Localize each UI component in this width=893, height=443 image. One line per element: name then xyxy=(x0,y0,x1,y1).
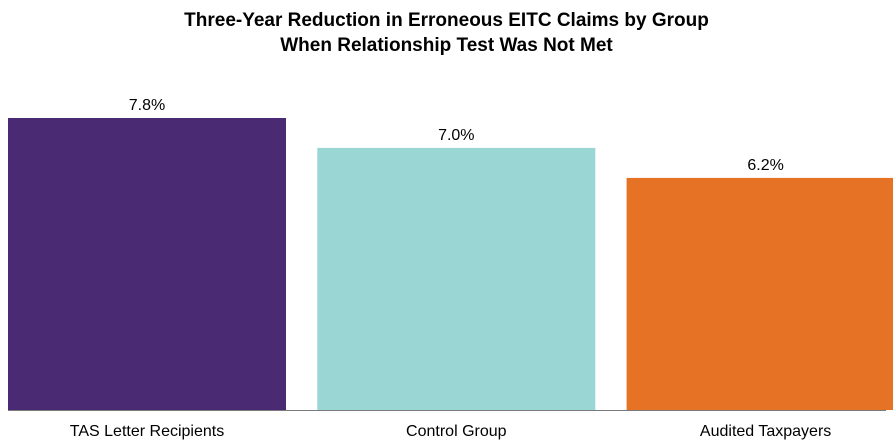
category-label-3: Audited Taxpayers xyxy=(700,423,831,440)
bar-1 xyxy=(8,118,286,410)
category-label-2: Control Group xyxy=(406,423,507,440)
chart-title-line-1: Three-Year Reduction in Erroneous EITC C… xyxy=(184,10,709,31)
chart-title-line-2: When Relationship Test Was Not Met xyxy=(280,35,613,56)
category-label-1: TAS Letter Recipients xyxy=(70,423,224,440)
chart-title: Three-Year Reduction in Erroneous EITC C… xyxy=(0,8,893,58)
bar-2 xyxy=(317,147,596,410)
data-label-3: 6.2% xyxy=(747,157,783,174)
bar-3 xyxy=(626,177,893,410)
data-label-1: 7.8% xyxy=(129,97,165,114)
data-label-2: 7.0% xyxy=(438,127,474,144)
